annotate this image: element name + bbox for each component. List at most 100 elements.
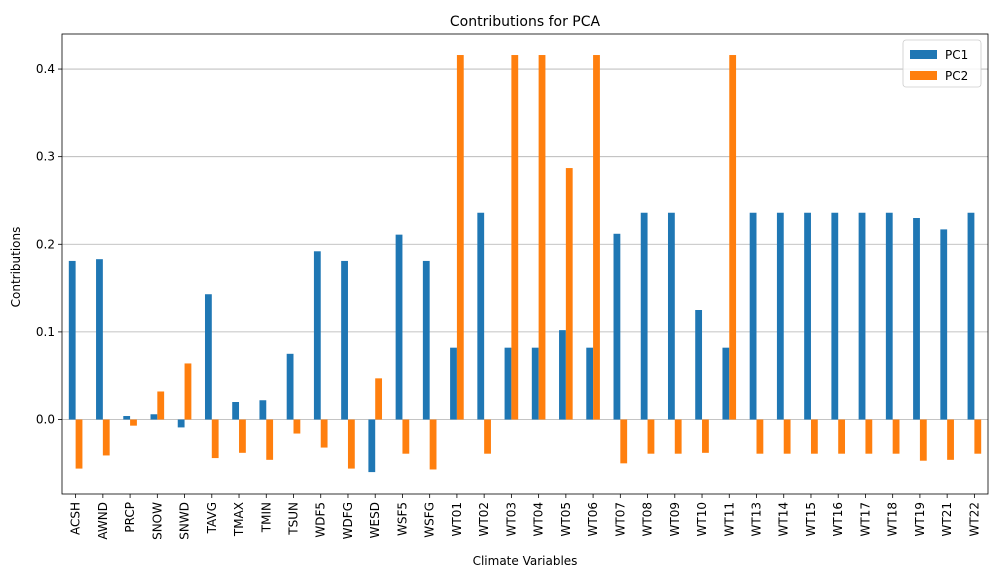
bar-pc1-wt11: [722, 347, 730, 420]
bar-pc1-wt07: [613, 233, 621, 420]
bar-pc1-wt17: [858, 212, 866, 420]
bar-pc2-tmin: [266, 419, 274, 460]
y-axis-label: Contributions: [9, 227, 23, 308]
x-tick-label: WSF5: [395, 502, 409, 536]
bar-pc1-wdfg: [341, 260, 348, 420]
bar-pc1-wt09: [667, 212, 675, 420]
bar-pc1-wt06: [586, 347, 594, 420]
x-tick-label: WT17: [858, 502, 872, 536]
bar-pc2-wt15: [810, 419, 818, 454]
bar-pc2-wt18: [892, 419, 900, 454]
legend-swatch-pc1: [910, 50, 937, 59]
x-tick-label: WDFG: [341, 502, 355, 539]
x-tick-label: WT01: [450, 502, 464, 536]
bar-pc2-wt08: [647, 419, 655, 454]
x-tick-label: WT06: [586, 502, 600, 536]
bar-pc2-wt01: [456, 55, 464, 420]
bar-pc2-wt06: [593, 55, 600, 420]
x-tick-label: WT03: [504, 502, 518, 536]
bar-pc1-wt05: [559, 330, 566, 420]
bar-pc1-wsfg: [422, 260, 430, 420]
x-tick-label: WSFG: [423, 502, 437, 538]
x-tick-label: WT18: [886, 502, 900, 536]
y-tick-label: 0.2: [36, 237, 55, 251]
bars: [68, 55, 982, 473]
x-tick-label: AWND: [96, 502, 110, 540]
bar-pc2-tsun: [293, 419, 301, 434]
y-tick-label: 0.4: [36, 62, 55, 76]
bar-pc1-wt16: [831, 212, 839, 420]
bar-pc1-snwd: [177, 419, 185, 428]
bar-pc2-wt02: [484, 419, 491, 454]
bar-pc1-awnd: [96, 259, 103, 420]
x-tick-label: PRCP: [123, 502, 137, 533]
bar-pc1-tmin: [259, 400, 267, 420]
bar-pc2-wdfg: [347, 419, 355, 469]
bar-pc2-wt13: [756, 419, 764, 454]
bar-pc2-wsfg: [429, 419, 437, 470]
legend-label-pc2: PC2: [945, 69, 968, 83]
bar-pc1-wt02: [477, 212, 485, 420]
x-tick-label: WDF5: [314, 502, 328, 538]
x-tick-label: WT07: [613, 502, 627, 536]
bar-pc1-wt21: [940, 229, 948, 420]
bar-pc1-prcp: [123, 416, 131, 420]
x-tick-label: WT13: [750, 502, 764, 536]
bar-pc1-acsh: [68, 260, 76, 420]
bar-pc1-tavg: [204, 294, 212, 420]
bar-pc2-wt14: [783, 419, 791, 454]
x-tick-label: TMAX: [232, 502, 246, 537]
chart-title: Contributions for PCA: [450, 14, 601, 30]
x-tick-label: WT19: [913, 502, 927, 536]
bar-pc2-awnd: [102, 419, 110, 456]
plot-frame: [61, 33, 989, 495]
bar-pc1-wt18: [885, 212, 893, 420]
x-tick-label: TAVG: [205, 502, 219, 534]
legend-label-pc1: PC1: [945, 48, 968, 62]
x-tick-label: WT08: [641, 502, 655, 536]
bar-pc1-wt10: [695, 310, 703, 420]
bar-pc1-tmax: [232, 402, 240, 420]
y-tick-label: 0.3: [36, 150, 55, 164]
x-tick-label: WT14: [777, 502, 791, 536]
bar-pc2-wt03: [511, 55, 519, 420]
bar-pc2-wt17: [865, 419, 873, 454]
bar-pc1-wt22: [967, 212, 975, 420]
bar-pc2-wt05: [565, 168, 573, 420]
bar-pc2-wt11: [729, 55, 737, 420]
bar-pc1-wdf5: [313, 251, 321, 420]
x-tick-label: WT22: [967, 502, 981, 536]
x-tick-label: WT02: [477, 502, 491, 536]
x-tick-label: WT11: [722, 502, 736, 536]
bar-pc2-acsh: [75, 419, 83, 469]
bar-pc2-tavg: [211, 419, 219, 459]
x-tick-label: WT10: [695, 502, 709, 536]
x-tick-label: SNOW: [150, 502, 164, 540]
bar-pc2-wt10: [702, 419, 709, 453]
legend: PC1 PC2: [902, 39, 982, 88]
bar-pc1-wt13: [749, 212, 757, 420]
legend-swatch-pc2: [910, 71, 937, 80]
x-tick-label: SNWD: [178, 502, 192, 540]
bar-pc1-wt04: [531, 347, 539, 420]
x-tick-label: WT15: [804, 502, 818, 536]
bar-pc2-snow: [157, 391, 165, 420]
bar-pc2-tmax: [239, 419, 246, 453]
x-tick-label: TMIN: [259, 502, 273, 533]
bar-pc1-wt08: [640, 212, 648, 420]
y-tick-label: 0.1: [36, 325, 55, 339]
x-axis-label: Climate Variables: [473, 554, 578, 568]
bar-pc2-wt21: [947, 419, 954, 460]
x-tick-label: WT16: [831, 502, 845, 536]
bar-pc1-tsun: [286, 353, 294, 420]
bar-pc1-wt01: [450, 347, 457, 420]
bar-pc2-wt22: [974, 419, 982, 454]
y-tick-label: 0.0: [36, 413, 55, 427]
bar-pc1-wesd: [368, 419, 376, 473]
bar-pc1-snow: [150, 414, 158, 420]
bar-pc2-snwd: [184, 363, 192, 420]
bar-pc2-wdf5: [320, 419, 328, 448]
x-tick-label: WT09: [668, 502, 682, 536]
bar-pc2-wsf5: [402, 419, 410, 454]
